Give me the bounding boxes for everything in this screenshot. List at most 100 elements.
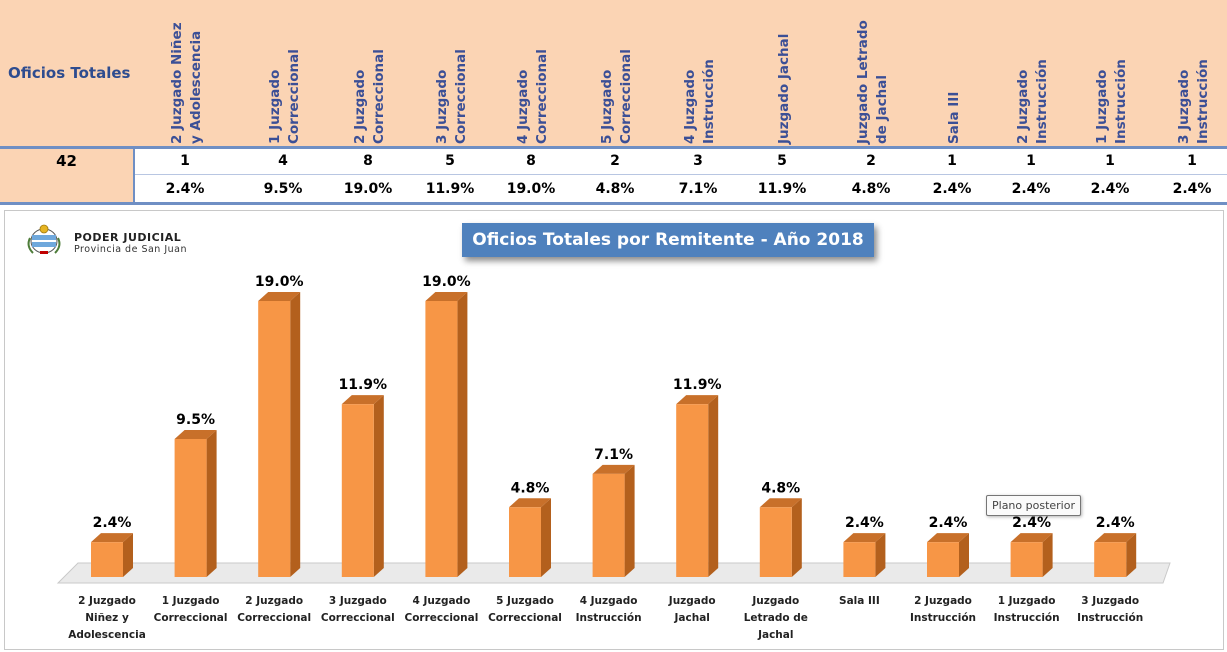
percent-cell: 11.9% [425, 181, 475, 197]
bar-side [290, 292, 301, 577]
count-cell: 8 [526, 153, 536, 169]
bar-top [843, 533, 886, 543]
tick-label-line: 2 Juzgado [914, 595, 972, 607]
divider [133, 149, 135, 202]
percent-cell: 4.8% [595, 181, 635, 197]
tick-label-line: 4 Juzgado [413, 595, 471, 607]
tick-label-line: Jachal [674, 612, 710, 624]
bar[interactable] [1094, 533, 1137, 577]
tick-label: 2 Juzgado Correccional [237, 595, 311, 624]
divider [0, 202, 1227, 205]
bar-front [174, 439, 207, 577]
data-label: 11.9% [673, 377, 722, 393]
bar[interactable] [509, 498, 551, 577]
tick-label: 3 Juzgado Correccional [321, 595, 395, 624]
tick-label-line: Adolescencia [68, 629, 146, 641]
bar-front [91, 542, 123, 577]
table-title: Oficios Totales [8, 64, 131, 82]
bar-side [206, 430, 217, 577]
percent-cell: 2.4% [932, 181, 972, 197]
chart-title[interactable]: Oficios Totales por Remitente - Año 2018 [462, 223, 874, 257]
tick-label-line: Instrucción [910, 612, 976, 624]
tick-label: 1 Juzgado Instrucción [994, 595, 1060, 624]
bar-side [123, 533, 133, 577]
bar[interactable] [843, 533, 886, 577]
tick-label-line: 2 Juzgado [78, 595, 136, 607]
tick-label: 2 Juzgado Instrucción [910, 595, 976, 624]
tick-label-line: Sala III [839, 595, 880, 607]
bar[interactable] [592, 464, 635, 577]
bar-top [759, 498, 802, 508]
percent-cell: 19.0% [506, 181, 556, 197]
bar[interactable] [759, 498, 802, 577]
divider [0, 146, 1227, 149]
count-cell: 8 [363, 153, 373, 169]
tick-label: Juzgado Jachal [668, 595, 716, 624]
tick-label-line: Niñez y [85, 612, 129, 624]
tick-label-line: 1 Juzgado [162, 595, 220, 607]
count-cell: 4 [278, 153, 288, 169]
logo-title: PODER JUDICIAL [74, 231, 182, 244]
tick-label-line: 2 Juzgado [245, 595, 303, 607]
percent-cell: 19.0% [343, 181, 393, 197]
tick-label-line: Juzgado [751, 595, 799, 607]
bar-top [258, 292, 301, 301]
bar-top [174, 430, 217, 439]
bar-top [676, 395, 719, 405]
bar-top [91, 533, 133, 543]
bar[interactable] [927, 533, 969, 577]
count-cell: 1 [947, 153, 957, 169]
count-cell: 5 [777, 153, 787, 169]
bar-side [959, 533, 969, 577]
bar[interactable] [341, 395, 384, 577]
data-label: 9.5% [176, 412, 215, 428]
bar-side [541, 498, 551, 577]
bar-top [592, 464, 635, 474]
percent-cell: 2.4% [1090, 181, 1130, 197]
count-cell: 1 [1105, 153, 1115, 169]
tick-label-line: 1 Juzgado [998, 595, 1056, 607]
total-value: 42 [56, 152, 77, 170]
divider [135, 174, 1227, 175]
count-cell: 3 [693, 153, 703, 169]
bar[interactable] [91, 533, 133, 577]
tick-label-line: Instrucción [576, 612, 642, 624]
data-label: 19.0% [422, 274, 471, 290]
bar[interactable] [1010, 533, 1053, 577]
count-cell: 1 [1187, 153, 1197, 169]
bar-front [509, 507, 541, 577]
data-label: 4.8% [761, 480, 800, 496]
percent-cell: 4.8% [851, 181, 891, 197]
tick-label-line: Instrucción [1077, 612, 1143, 624]
bar[interactable] [425, 292, 468, 577]
bar[interactable] [676, 395, 719, 577]
tick-label: 3 Juzgado Instrucción [1077, 595, 1143, 624]
tick-label-line: Jachal [757, 629, 793, 641]
tick-label: 5 Juzgado Correccional [488, 595, 562, 624]
percent-cell: 2.4% [1011, 181, 1051, 197]
bar-side [457, 292, 468, 577]
data-label: 2.4% [1096, 515, 1135, 531]
percent-row [0, 175, 1227, 202]
bar-side [373, 395, 384, 577]
tick-label-line: Correccional [237, 612, 311, 624]
percent-cell: 2.4% [165, 181, 205, 197]
bar-front [1094, 542, 1127, 577]
tick-label-line: 3 Juzgado [329, 595, 387, 607]
tick-label: Juzgado Letrado de Jachal [744, 595, 808, 641]
tick-label-line: 5 Juzgado [496, 595, 554, 607]
bar-front [759, 507, 792, 577]
data-label: 4.8% [511, 480, 550, 496]
tick-label: 4 Juzgado Correccional [404, 595, 478, 624]
bar-top [1094, 533, 1137, 543]
bar-top [509, 498, 551, 508]
logo-subtitle: Provincia de San Juan [74, 244, 188, 255]
data-label: 7.1% [594, 447, 633, 463]
data-label: 2.4% [1012, 515, 1051, 531]
bar[interactable] [174, 430, 217, 577]
percent-cell: 2.4% [1172, 181, 1212, 197]
bar-side [875, 533, 886, 577]
tick-label: 1 Juzgado Correccional [154, 595, 228, 624]
bar[interactable] [258, 292, 301, 577]
